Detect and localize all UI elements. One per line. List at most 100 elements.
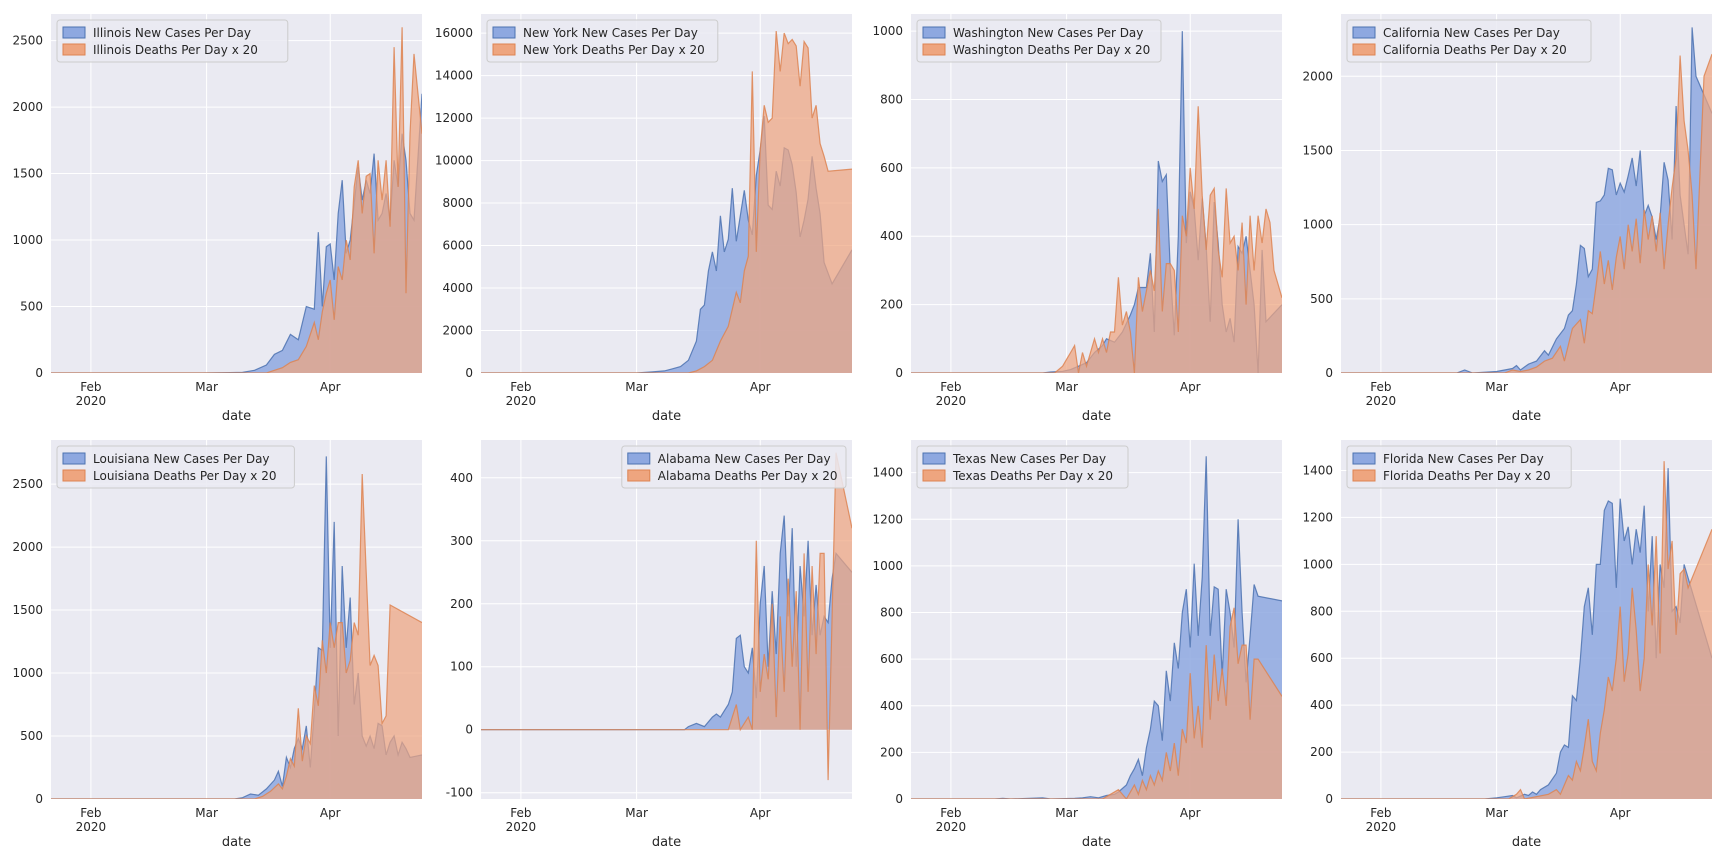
y-tick-label: 8000 <box>442 196 473 210</box>
legend-entry: Illinois New Cases Per Day <box>93 26 251 40</box>
legend-box <box>56 445 295 489</box>
x-tick-sublabel: 2020 <box>936 394 967 408</box>
legend-box <box>916 19 1162 63</box>
x-tick-label: Mar <box>1055 806 1078 820</box>
y-tick-label: 600 <box>880 161 903 175</box>
legend-box <box>916 445 1129 489</box>
legend: Alabama New Cases Per Day Alabama Deaths … <box>621 445 847 489</box>
y-tick-label: 200 <box>1310 745 1333 759</box>
x-tick-label: Mar <box>195 380 218 394</box>
y-tick-label: 800 <box>880 92 903 106</box>
y-tick-label: 0 <box>465 366 473 380</box>
legend-swatch <box>62 452 86 465</box>
y-tick-label: 400 <box>880 699 903 713</box>
x-tick-label: Apr <box>320 380 341 394</box>
y-tick-label: 0 <box>1325 792 1333 806</box>
x-tick-label: Mar <box>625 380 648 394</box>
x-tick-sublabel: 2020 <box>506 820 537 834</box>
y-tick-label: 1500 <box>1302 143 1333 157</box>
legend: Louisiana New Cases Per Day Louisiana Dea… <box>56 445 295 489</box>
legend-swatch <box>627 469 651 482</box>
x-tick-label: Apr <box>750 380 771 394</box>
area-series-deaths <box>481 31 852 373</box>
y-tick-label: 1000 <box>12 666 43 680</box>
x-tick-label: Mar <box>1055 380 1078 394</box>
x-tick-label: Feb <box>80 380 101 394</box>
x-tick-label: Apr <box>1610 380 1631 394</box>
x-tick-label: Apr <box>750 806 771 820</box>
y-tick-label: 16000 <box>435 26 473 40</box>
x-tick-label: Feb <box>940 380 961 394</box>
legend-entry: New York New Cases Per Day <box>523 26 698 40</box>
line-series-deaths <box>51 473 422 799</box>
y-tick-label: 1000 <box>12 233 43 247</box>
legend-box <box>1346 445 1572 489</box>
legend-box <box>56 19 289 63</box>
line-series-deaths <box>1341 53 1712 373</box>
legend-entry: Louisiana Deaths Per Day x 20 <box>93 469 276 483</box>
y-tick-label: 500 <box>20 729 43 743</box>
x-tick-label: Feb <box>510 380 531 394</box>
y-tick-label: 1500 <box>12 603 43 617</box>
legend-swatch <box>1352 26 1376 39</box>
y-tick-label: 6000 <box>442 239 473 253</box>
y-tick-label: 400 <box>1310 698 1333 712</box>
legend-entry: California New Cases Per Day <box>1383 26 1560 40</box>
legend-swatch <box>492 43 516 56</box>
area-series-deaths <box>1341 54 1712 373</box>
legend: Florida New Cases Per Day Florida Deaths … <box>1346 445 1572 489</box>
legend-entry: Florida New Cases Per Day <box>1383 452 1544 466</box>
y-tick-label: 1400 <box>1302 464 1333 478</box>
y-tick-label: 1000 <box>872 559 903 573</box>
y-tick-label: 0 <box>1325 366 1333 380</box>
y-tick-label: 1000 <box>872 24 903 38</box>
legend-entry: Alabama New Cases Per Day <box>658 452 831 466</box>
legend-swatch <box>62 43 86 56</box>
legend-swatch <box>1352 469 1376 482</box>
legend: Washington New Cases Per Day Washington D… <box>916 19 1162 63</box>
x-tick-label: Feb <box>510 806 531 820</box>
legend-swatch <box>922 452 946 465</box>
x-tick-label: Mar <box>1485 380 1508 394</box>
legend-swatch <box>62 469 86 482</box>
y-tick-label: 1000 <box>1302 218 1333 232</box>
x-tick-label: Apr <box>1180 806 1201 820</box>
y-tick-label: 1400 <box>872 466 903 480</box>
x-tick-sublabel: 2020 <box>76 394 107 408</box>
legend-entry: Louisiana New Cases Per Day <box>93 452 270 466</box>
y-tick-label: 12000 <box>435 111 473 125</box>
y-tick-label: 2000 <box>442 324 473 338</box>
y-tick-label: 2500 <box>12 34 43 48</box>
y-tick-label: 0 <box>895 366 903 380</box>
area-series-deaths <box>481 452 852 781</box>
y-tick-label: 100 <box>450 660 473 674</box>
legend: California New Cases Per Day California D… <box>1346 19 1592 63</box>
area-series-deaths <box>911 607 1282 799</box>
legend: Texas New Cases Per Day Texas Deaths Per … <box>916 445 1129 489</box>
legend-swatch <box>922 26 946 39</box>
subplot-2: 0 2000 4000 6000 8000 10000 12000 14000 16000 Feb… <box>435 14 852 424</box>
y-tick-label: 1500 <box>12 167 43 181</box>
y-tick-label: 2000 <box>1302 69 1333 83</box>
y-tick-label: 800 <box>880 606 903 620</box>
line-series-deaths <box>911 106 1282 373</box>
x-tick-sublabel: 2020 <box>1366 394 1397 408</box>
line-series-deaths <box>481 30 852 373</box>
y-tick-label: 2000 <box>12 100 43 114</box>
legend-swatch <box>922 43 946 56</box>
legend-swatch <box>627 452 651 465</box>
legend-entry: Washington New Cases Per Day <box>953 26 1143 40</box>
area-series-deaths <box>51 474 422 799</box>
x-tick-label: Mar <box>625 806 648 820</box>
x-tick-label: Feb <box>80 806 101 820</box>
legend: New York New Cases Per Day New York Death… <box>486 19 719 63</box>
line-series-cases <box>1341 27 1712 373</box>
x-axis-label: date <box>652 835 681 850</box>
y-tick-label: 300 <box>450 534 473 548</box>
y-tick-label: 10000 <box>435 154 473 168</box>
x-tick-label: Feb <box>1370 806 1391 820</box>
